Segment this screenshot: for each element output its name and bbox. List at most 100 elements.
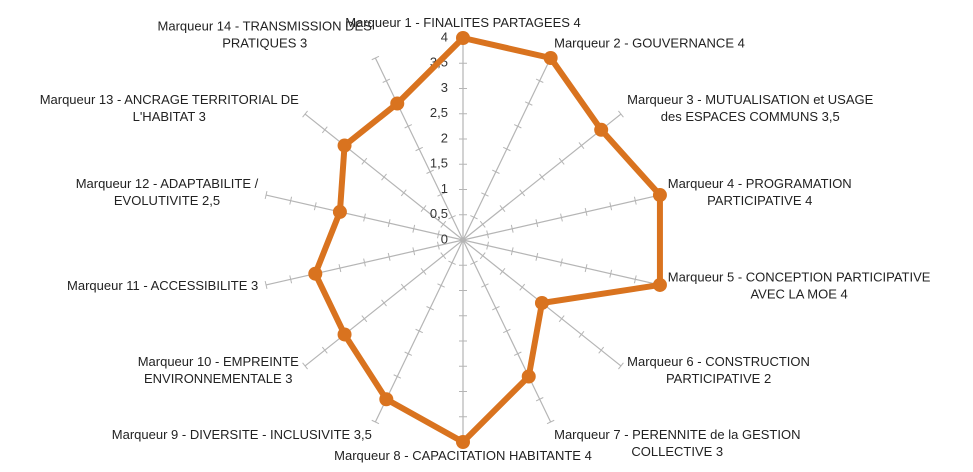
tick-mark: [499, 268, 506, 275]
category-label: Marqueur 8 - CAPACITATION HABITANTE 4: [334, 448, 592, 463]
data-point: [379, 392, 394, 407]
tick-mark: [584, 264, 588, 273]
category-label: Marqueur 11 - ACCESSIBILITE 3: [67, 278, 258, 293]
tick-mark: [479, 220, 486, 228]
tick-mark: [404, 351, 413, 356]
tick-mark: [535, 397, 544, 402]
tick-mark: [578, 142, 585, 149]
category-label: Marqueur 1 - FINALITES PARTAGEES 4: [345, 15, 581, 30]
category-label: Marqueur 6 - CONSTRUCTION: [627, 354, 810, 369]
data-point: [337, 138, 352, 153]
tick-mark: [420, 205, 427, 212]
tick-mark: [400, 283, 407, 291]
tick-mark: [499, 205, 506, 212]
tick-mark: [503, 146, 511, 152]
category-label: PRATIQUES 3: [222, 36, 307, 51]
tick-mark: [361, 315, 368, 323]
tick-mark: [560, 213, 563, 222]
tick-mark: [387, 219, 391, 228]
tick-mark: [361, 157, 368, 165]
category-label: ENVIRONNEMENTALE 3: [144, 371, 293, 386]
tick-mark: [448, 260, 456, 265]
data-point: [534, 295, 549, 310]
tick-mark: [400, 189, 407, 197]
category-label: Marqueur 4 - PROGRAMATION: [668, 176, 852, 191]
tick-mark: [503, 328, 511, 334]
category-label: PARTICIPATIVE 2: [666, 371, 771, 386]
tick-mark: [492, 169, 500, 174]
tick-mark: [510, 247, 514, 256]
tick-mark: [513, 124, 522, 129]
category-label: Marqueur 7 - PERENNITE de la GESTION: [554, 427, 800, 442]
tick-mark: [321, 346, 328, 354]
tick-mark: [535, 252, 539, 261]
tick-mark: [437, 241, 440, 250]
tick-mark: [492, 306, 500, 311]
tick-mark: [470, 215, 478, 220]
data-point: [543, 51, 558, 66]
r-tick-label: 1: [441, 181, 448, 196]
tick-mark: [633, 196, 637, 205]
tick-mark: [404, 124, 413, 129]
tick-mark: [519, 283, 526, 291]
tick-mark: [363, 258, 366, 267]
r-tick-label: 3: [441, 80, 448, 95]
category-label: Marqueur 14 - TRANSMISSION DES: [158, 19, 373, 34]
tick-mark: [289, 275, 293, 284]
tick-mark: [381, 299, 387, 307]
r-tick-label: 0: [441, 231, 448, 246]
tick-mark: [437, 192, 445, 197]
tick-mark: [437, 230, 440, 239]
r-tick-label: 0,5: [430, 206, 448, 221]
tick-mark: [524, 101, 533, 106]
data-point: [652, 188, 667, 203]
data-point: [456, 31, 470, 45]
category-label: L'HABITAT 3: [133, 109, 206, 124]
tick-mark: [609, 202, 613, 211]
tick-mark: [426, 169, 434, 174]
data-point: [390, 96, 405, 111]
tick-mark: [560, 258, 563, 267]
tick-mark: [437, 283, 445, 288]
data-point: [332, 204, 347, 219]
tick-mark: [578, 331, 585, 338]
tick-mark: [448, 215, 456, 220]
tick-mark: [470, 260, 478, 265]
tick-mark: [481, 192, 489, 197]
tick-mark: [264, 280, 268, 289]
data-point: [521, 369, 536, 384]
data-point: [652, 277, 667, 292]
tick-mark: [481, 283, 489, 288]
category-label: COLLECTIVE 3: [631, 444, 723, 459]
tick-mark: [598, 346, 605, 354]
tick-mark: [519, 189, 526, 197]
category-label: Marqueur 12 - ADAPTABILITE /: [76, 176, 259, 191]
tick-mark: [426, 306, 434, 311]
tick-mark: [387, 252, 391, 261]
tick-mark: [381, 173, 387, 181]
tick-mark: [558, 315, 565, 323]
tick-mark: [546, 419, 555, 425]
tick-mark: [618, 110, 624, 118]
r-tick-label: 2,5: [430, 105, 448, 120]
category-label: Marqueur 3 - MUTUALISATION et USAGE: [627, 92, 873, 107]
tick-mark: [633, 275, 637, 284]
category-label: des ESPACES COMMUNS 3,5: [661, 109, 840, 124]
tick-mark: [609, 269, 613, 278]
tick-mark: [513, 351, 522, 356]
r-tick-label: 4: [441, 29, 448, 44]
tick-mark: [486, 241, 489, 250]
tick-mark: [393, 374, 402, 379]
category-label: PARTICIPATIVE 4: [707, 193, 812, 208]
tick-mark: [302, 110, 308, 118]
r-tick-label: 1,5: [430, 156, 448, 171]
tick-mark: [363, 213, 366, 222]
tick-mark: [618, 362, 624, 370]
category-label: Marqueur 9 - DIVERSITE - INCLUSIVITE 3,5: [112, 427, 372, 442]
tick-mark: [371, 419, 380, 425]
series-line: [312, 35, 663, 445]
tick-mark: [412, 224, 416, 233]
category-label: Marqueur 2 - GOUVERNANCE 4: [554, 36, 745, 51]
tick-mark: [289, 196, 293, 205]
